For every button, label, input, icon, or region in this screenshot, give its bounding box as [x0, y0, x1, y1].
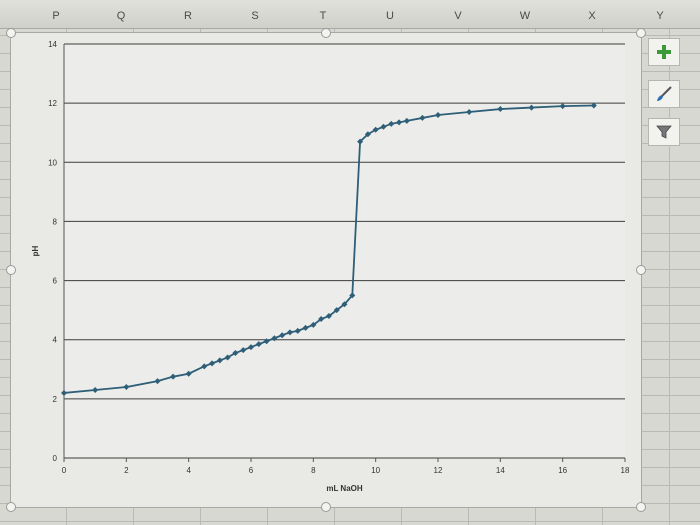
- y-tick-label: 12: [48, 99, 57, 108]
- data-point[interactable]: [466, 109, 473, 116]
- column-header-bar: P Q R S T U V W X Y: [0, 0, 700, 29]
- data-point[interactable]: [232, 350, 239, 357]
- data-point[interactable]: [185, 370, 192, 377]
- plot-area[interactable]: [64, 44, 625, 458]
- resize-handle-bottom-left[interactable]: [6, 502, 16, 512]
- data-point[interactable]: [170, 373, 177, 380]
- data-point[interactable]: [590, 102, 597, 109]
- column-header-x[interactable]: X: [588, 10, 596, 22]
- chart-styles-button[interactable]: [648, 80, 680, 108]
- data-point[interactable]: [403, 117, 410, 124]
- y-tick-label: 4: [53, 336, 58, 345]
- y-tick-label: 14: [48, 40, 57, 49]
- data-point[interactable]: [154, 378, 161, 385]
- resize-handle-bottom-middle[interactable]: [321, 502, 331, 512]
- data-point[interactable]: [349, 292, 356, 299]
- data-point[interactable]: [559, 103, 566, 110]
- column-header-w[interactable]: W: [519, 10, 531, 22]
- x-tick-label: 18: [621, 466, 630, 475]
- data-point[interactable]: [263, 338, 270, 345]
- filter-icon: [656, 125, 672, 139]
- data-point[interactable]: [318, 316, 325, 323]
- data-point[interactable]: [224, 354, 231, 361]
- x-tick-label: 8: [311, 466, 316, 475]
- chart-filters-button[interactable]: [648, 118, 680, 146]
- data-point[interactable]: [435, 111, 441, 118]
- x-tick-label: 16: [558, 466, 567, 475]
- y-tick-label: 10: [48, 158, 57, 167]
- plus-icon: [657, 45, 671, 59]
- data-point[interactable]: [61, 389, 67, 396]
- series-line[interactable]: [63, 104, 594, 394]
- resize-handle-middle-right[interactable]: [636, 265, 646, 275]
- resize-handle-top-right[interactable]: [636, 28, 646, 38]
- data-point[interactable]: [92, 386, 99, 393]
- x-tick-label: 10: [371, 466, 380, 475]
- data-point[interactable]: [380, 123, 387, 130]
- data-point[interactable]: [419, 114, 426, 121]
- x-tick-label: 0: [62, 466, 67, 475]
- y-tick-label: 2: [53, 395, 58, 404]
- data-point[interactable]: [240, 347, 247, 354]
- data-point[interactable]: [248, 344, 254, 351]
- column-header-u[interactable]: U: [386, 10, 394, 22]
- data-point[interactable]: [372, 126, 379, 133]
- resize-handle-middle-left[interactable]: [6, 265, 16, 275]
- data-point[interactable]: [201, 363, 208, 370]
- data-point[interactable]: [388, 120, 395, 127]
- data-point[interactable]: [302, 324, 309, 331]
- data-point[interactable]: [341, 301, 348, 308]
- data-point[interactable]: [294, 327, 301, 334]
- data-point[interactable]: [333, 307, 340, 314]
- data-point[interactable]: [271, 335, 278, 342]
- data-point[interactable]: [325, 313, 332, 320]
- column-header-t[interactable]: T: [319, 10, 327, 22]
- y-axis-title: pH: [31, 245, 40, 256]
- data-point[interactable]: [255, 341, 262, 348]
- x-tick-label: 2: [124, 466, 129, 475]
- data-point[interactable]: [279, 332, 286, 339]
- column-header-q[interactable]: Q: [116, 10, 126, 22]
- x-tick-label: 4: [186, 466, 191, 475]
- data-point[interactable]: [528, 104, 535, 111]
- x-tick-label: 6: [249, 466, 254, 475]
- resize-handle-bottom-right[interactable]: [636, 502, 646, 512]
- column-header-y[interactable]: Y: [656, 10, 664, 22]
- data-point[interactable]: [310, 321, 317, 328]
- column-header-s[interactable]: S: [251, 10, 259, 22]
- y-tick-label: 8: [53, 217, 58, 226]
- column-header-v[interactable]: V: [454, 10, 462, 22]
- data-point[interactable]: [286, 329, 293, 336]
- y-tick-label: 6: [53, 277, 58, 286]
- x-tick-label: 12: [434, 466, 443, 475]
- data-point[interactable]: [364, 131, 371, 138]
- resize-handle-top-middle[interactable]: [321, 28, 331, 38]
- x-tick-label: 14: [496, 466, 505, 475]
- data-point[interactable]: [123, 384, 130, 391]
- column-header-r[interactable]: R: [184, 10, 192, 22]
- data-point[interactable]: [209, 360, 216, 367]
- x-axis-title: mL NaOH: [326, 484, 363, 493]
- data-point[interactable]: [396, 119, 403, 126]
- data-point[interactable]: [497, 106, 504, 113]
- column-header-p[interactable]: P: [52, 10, 60, 22]
- chart-elements-button[interactable]: [648, 38, 680, 66]
- resize-handle-top-left[interactable]: [6, 28, 16, 38]
- paintbrush-icon: [657, 86, 672, 101]
- y-tick-label: 0: [53, 454, 58, 463]
- data-point[interactable]: [216, 357, 223, 364]
- data-point[interactable]: [357, 138, 364, 145]
